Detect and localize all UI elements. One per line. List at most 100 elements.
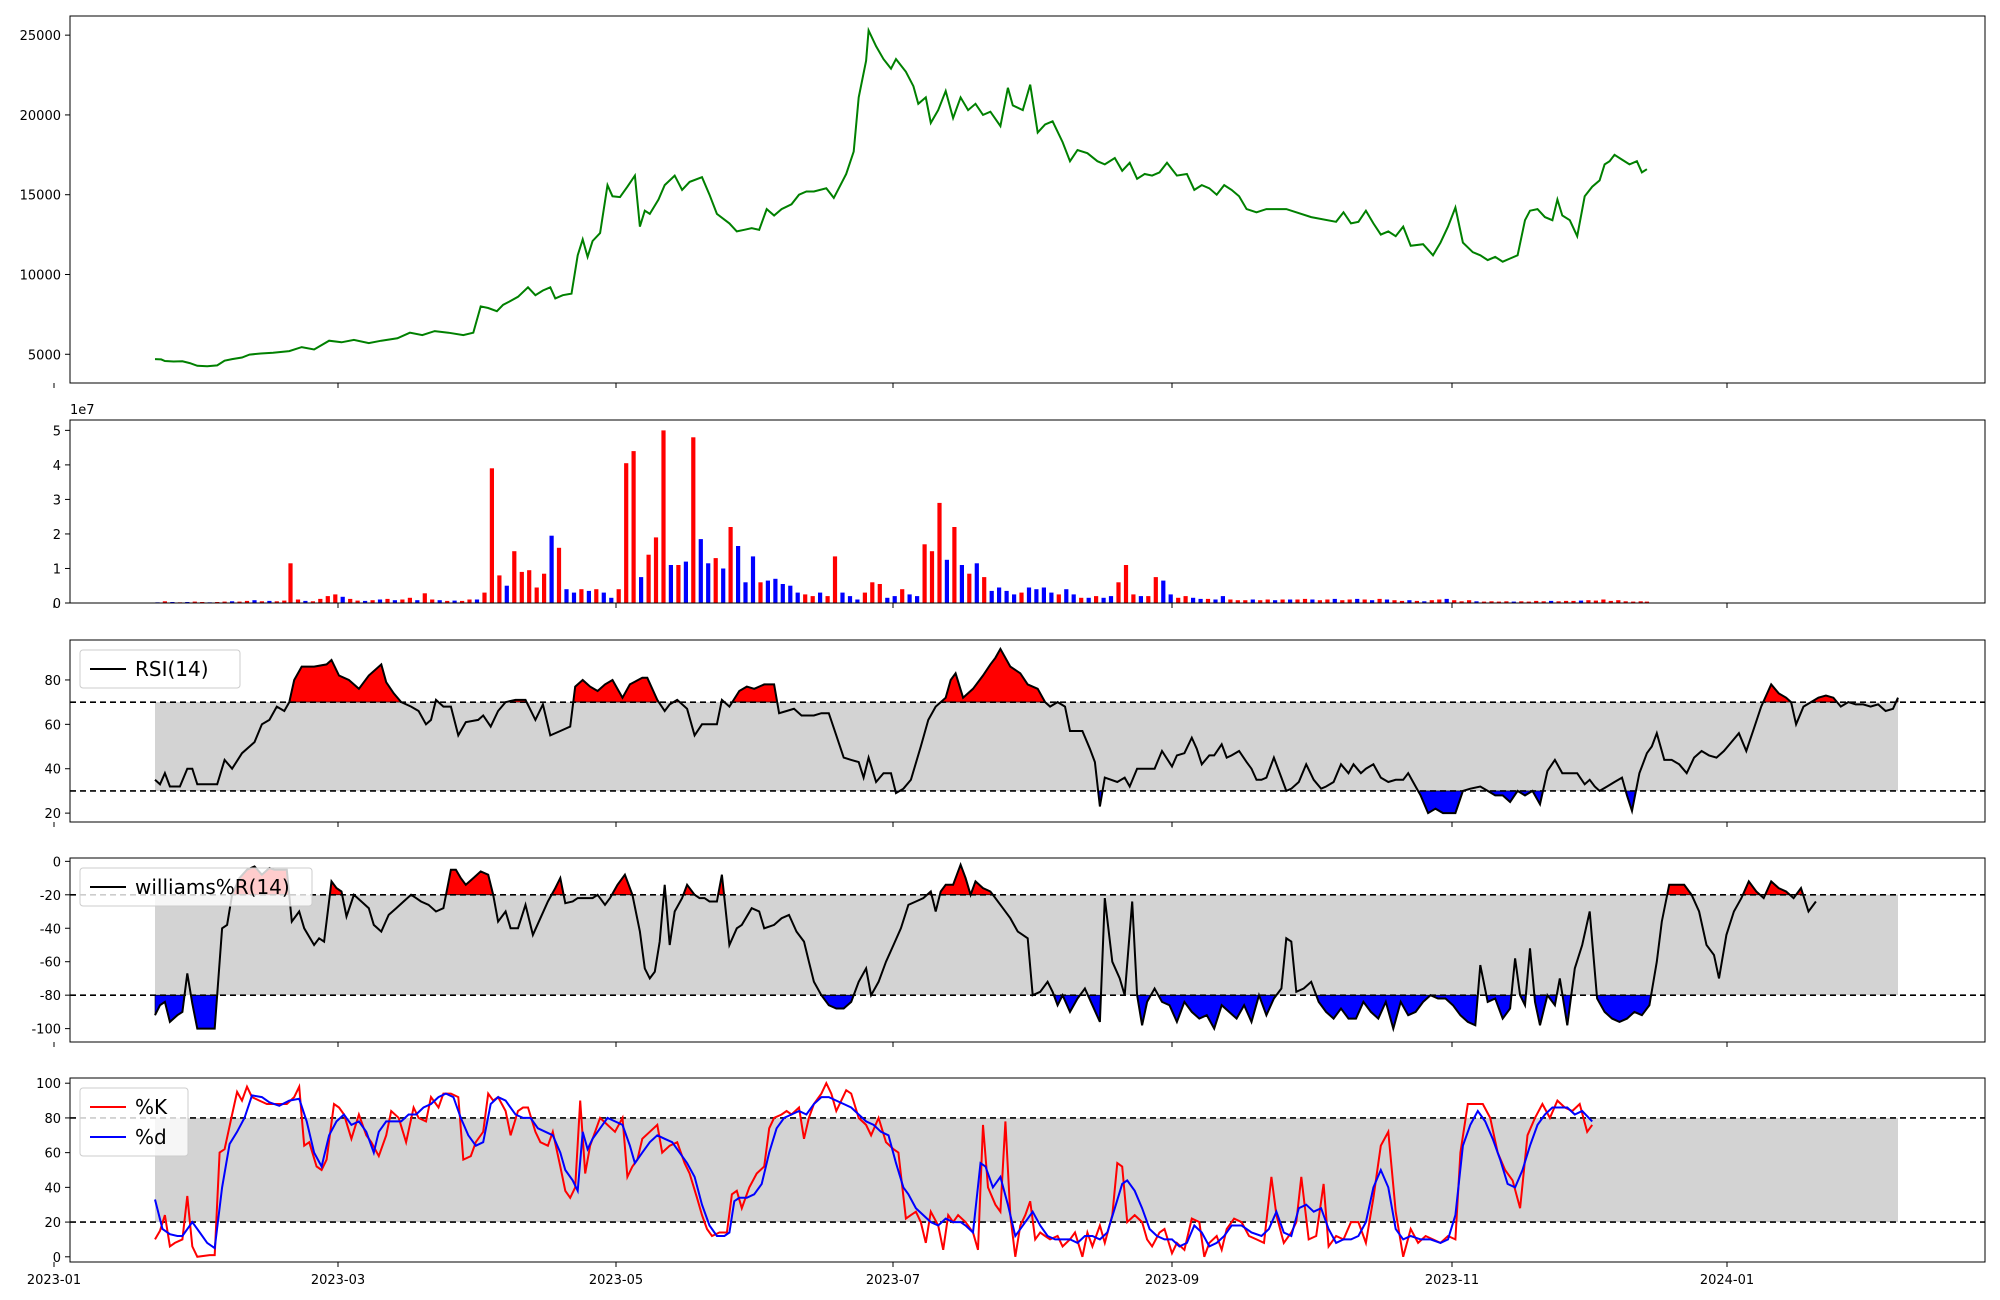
williams-ytick-label: -80 (40, 989, 61, 1004)
volume-bar (1019, 592, 1024, 603)
volume-bar (377, 599, 383, 603)
price-ytick-label: 20000 (20, 109, 61, 124)
volume-bar (788, 585, 793, 603)
rsi-ytick-label: 80 (44, 674, 61, 689)
volume-bar (825, 596, 830, 603)
volume-bar (1593, 600, 1598, 603)
volume-bar (803, 594, 808, 603)
volume-bar (571, 592, 577, 603)
volume-bar (1541, 601, 1546, 603)
volume-bar (1644, 601, 1649, 603)
volume-axis-multiplier: 1e7 (70, 403, 95, 418)
volume-bar (1123, 565, 1129, 603)
volume-bar (862, 592, 867, 603)
volume-bar (1176, 597, 1181, 603)
volume-bar (1168, 594, 1173, 603)
volume-bar (1131, 594, 1136, 603)
volume-bar (534, 587, 539, 603)
volume-bar (713, 558, 718, 603)
volume-bar (1586, 600, 1591, 603)
volume-bar (676, 565, 681, 603)
volume-bar (1384, 599, 1390, 603)
volume-bar (579, 589, 584, 603)
volume-bar (698, 539, 703, 603)
volume-bar (982, 577, 987, 603)
volume-bar (847, 596, 853, 603)
volume-bar (728, 527, 733, 603)
volume-bar (1191, 597, 1196, 603)
volume-bar (497, 575, 502, 603)
volume-bar (549, 535, 554, 603)
volume-bar (259, 601, 264, 603)
volume-bar (282, 600, 287, 603)
volume-bar (818, 592, 823, 603)
volume-bar (1243, 600, 1248, 603)
volume-bar (1608, 600, 1613, 603)
williams-neutral-band (155, 894, 1898, 996)
volume-bar (780, 584, 785, 603)
volume-bar (1258, 600, 1263, 603)
volume-bar (1534, 600, 1539, 603)
volume-bar (1407, 600, 1412, 603)
volume-bar (1429, 600, 1434, 603)
volume-bar (303, 600, 308, 603)
volume-bar (564, 589, 569, 603)
volume-bar (355, 600, 360, 603)
volume-bar (527, 570, 532, 603)
volume-bar (445, 600, 450, 603)
volume-bar (646, 554, 651, 603)
price-axes-frame (69, 15, 1986, 384)
volume-bar (370, 600, 375, 603)
volume-bar (1041, 587, 1046, 603)
volume-bar (437, 600, 442, 603)
volume-bar (1079, 597, 1084, 603)
volume-bar (1362, 599, 1367, 603)
volume-bar (832, 556, 838, 603)
volume-bar (743, 582, 748, 603)
volume-bar (1496, 601, 1501, 603)
volume-bar (482, 592, 487, 603)
volume-bar (1519, 601, 1524, 603)
volume-bar (959, 565, 964, 603)
volume-bar (1146, 596, 1151, 603)
volume-bar (937, 502, 942, 603)
williams-oversold-fill (1430, 994, 1479, 1026)
williams-ytick-label: -20 (40, 889, 61, 904)
x-tick-label: 2023-11 (1425, 1273, 1479, 1288)
volume-bar (392, 600, 397, 603)
volume-bar (1220, 596, 1225, 603)
volume-bar (1616, 600, 1621, 603)
volume-bar (1511, 601, 1516, 603)
volume-bar (1161, 580, 1166, 603)
volume-bar (1638, 601, 1643, 603)
volume-bar (222, 601, 227, 603)
volume-bar (1056, 594, 1061, 603)
volume-bar (1288, 599, 1293, 603)
volume-bar (653, 537, 659, 603)
stochastic-neutral-band (155, 1117, 1898, 1223)
volume-ytick-label: 4 (53, 459, 61, 474)
volume-bar (773, 578, 778, 603)
volume-bar (1004, 590, 1009, 603)
volume-bar (1116, 582, 1121, 603)
volume-bar (1153, 577, 1158, 603)
volume-bar (870, 582, 875, 603)
rsi-overbought-fill (572, 677, 660, 703)
williams-legend-label: williams%R(14) (135, 875, 290, 899)
volume-bar (1064, 589, 1069, 603)
volume-bar (422, 593, 427, 603)
volume-bar (1012, 594, 1017, 603)
stochastic-ytick-label: 20 (44, 1216, 61, 1231)
volume-bar (616, 589, 621, 603)
williams-ytick-label: -100 (31, 1023, 61, 1038)
volume-bar (892, 596, 897, 603)
stochastic-line-2 (154, 1092, 1593, 1250)
volume-bar (1571, 600, 1576, 603)
volume-bar (915, 596, 920, 603)
volume-bar (1101, 597, 1106, 603)
volume-bar (1444, 598, 1449, 603)
x-tick-label: 2024-01 (1700, 1273, 1754, 1288)
volume-bar (230, 601, 235, 603)
volume-bar (385, 598, 390, 603)
volume-bar (348, 598, 353, 603)
